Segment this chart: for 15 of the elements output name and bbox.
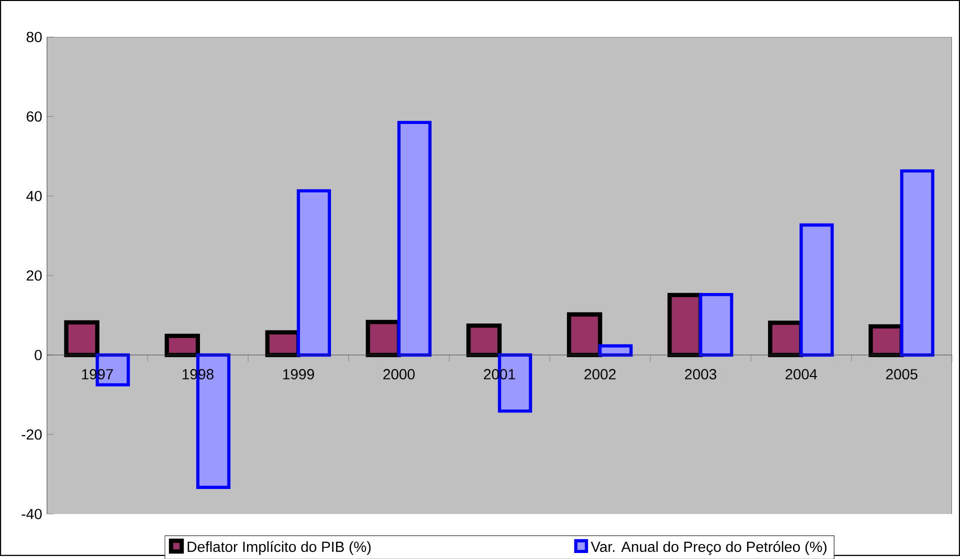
y-tick-label: 20 bbox=[26, 270, 42, 280]
x-tick-label: 2000 bbox=[383, 368, 415, 380]
x-tick-label: 1999 bbox=[283, 368, 314, 380]
y-tick-label: 80 bbox=[26, 32, 42, 42]
y-tick-label: -20 bbox=[22, 429, 42, 440]
legend-label: Var. Anual do Preço do Petróleo (%) bbox=[590, 540, 826, 555]
y-tick-label: -40 bbox=[22, 508, 42, 519]
legend-label: Deflator Implícito do PIB (%) bbox=[188, 540, 371, 555]
y-tick-label: 0 bbox=[34, 350, 42, 360]
x-tick-label: 2003 bbox=[685, 368, 716, 380]
y-tick-label: 40 bbox=[26, 190, 42, 201]
y-tick-label: 60 bbox=[26, 111, 42, 122]
x-tick-label: 2004 bbox=[786, 368, 818, 380]
x-tick-label: 2005 bbox=[886, 368, 918, 380]
x-tick-label: 2002 bbox=[584, 368, 616, 380]
